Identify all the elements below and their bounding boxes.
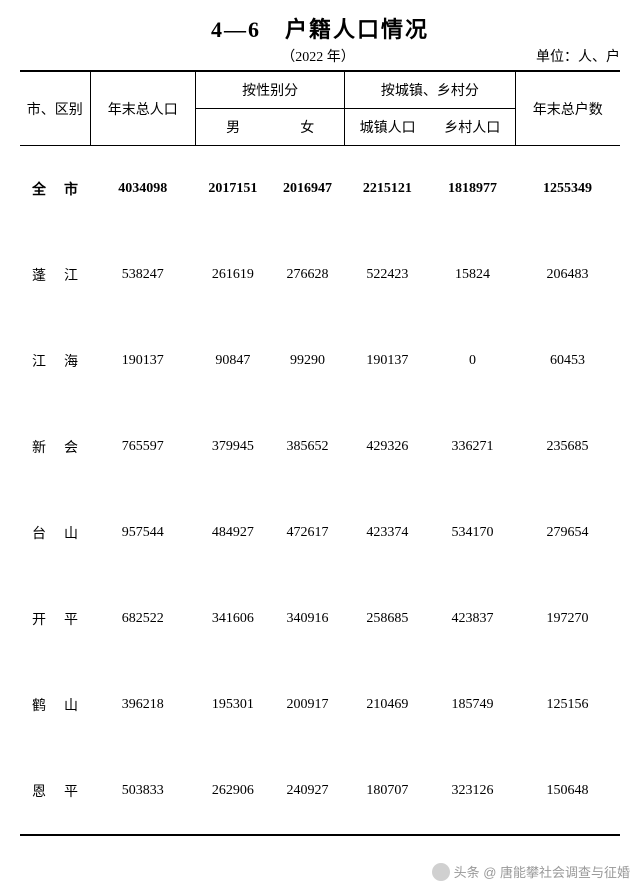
cell-region: 蓬 江 bbox=[20, 232, 90, 318]
cell-households: 60453 bbox=[515, 318, 620, 404]
cell-region: 江 海 bbox=[20, 318, 90, 404]
year-label: （2022 年） bbox=[100, 46, 536, 66]
cell-total: 957544 bbox=[90, 490, 196, 576]
cell-households: 197270 bbox=[515, 576, 620, 662]
cell-households: 1255349 bbox=[515, 146, 620, 233]
cell-male: 484927 bbox=[196, 490, 271, 576]
cell-rural: 15824 bbox=[430, 232, 515, 318]
cell-households: 150648 bbox=[515, 748, 620, 835]
cell-urban: 2215121 bbox=[345, 146, 430, 233]
cell-households: 125156 bbox=[515, 662, 620, 748]
cell-urban: 423374 bbox=[345, 490, 430, 576]
cell-households: 235685 bbox=[515, 404, 620, 490]
cell-female: 240927 bbox=[270, 748, 345, 835]
cell-urban: 180707 bbox=[345, 748, 430, 835]
cell-male: 262906 bbox=[196, 748, 271, 835]
cell-rural: 336271 bbox=[430, 404, 515, 490]
table-row: 恩 平503833262906240927180707323126150648 bbox=[20, 748, 620, 835]
watermark: 头条 @ 唐能攀社会调查与征婚 bbox=[432, 862, 630, 881]
cell-total: 538247 bbox=[90, 232, 196, 318]
cell-urban: 210469 bbox=[345, 662, 430, 748]
header-by-gender: 按性别分 bbox=[196, 71, 345, 109]
cell-total: 682522 bbox=[90, 576, 196, 662]
header-female: 女 bbox=[270, 109, 345, 146]
table-row: 蓬 江53824726161927662852242315824206483 bbox=[20, 232, 620, 318]
cell-female: 2016947 bbox=[270, 146, 345, 233]
header-total-pop: 年末总人口 bbox=[90, 71, 196, 146]
population-table: 市、区别 年末总人口 按性别分 按城镇、乡村分 年末总户数 男 女 城镇人口 乡… bbox=[20, 70, 620, 836]
cell-region: 鹤 山 bbox=[20, 662, 90, 748]
cell-male: 195301 bbox=[196, 662, 271, 748]
cell-region: 开 平 bbox=[20, 576, 90, 662]
cell-households: 206483 bbox=[515, 232, 620, 318]
header-households: 年末总户数 bbox=[515, 71, 620, 146]
cell-rural: 0 bbox=[430, 318, 515, 404]
table-row: 江 海1901379084799290190137060453 bbox=[20, 318, 620, 404]
cell-total: 396218 bbox=[90, 662, 196, 748]
cell-male: 261619 bbox=[196, 232, 271, 318]
table-body: 全 市4034098201715120169472215121181897712… bbox=[20, 146, 620, 836]
cell-female: 385652 bbox=[270, 404, 345, 490]
header-by-area: 按城镇、乡村分 bbox=[345, 71, 515, 109]
cell-male: 2017151 bbox=[196, 146, 271, 233]
cell-rural: 423837 bbox=[430, 576, 515, 662]
cell-total: 190137 bbox=[90, 318, 196, 404]
cell-total: 765597 bbox=[90, 404, 196, 490]
cell-female: 276628 bbox=[270, 232, 345, 318]
table-row: 鹤 山396218195301200917210469185749125156 bbox=[20, 662, 620, 748]
subtitle-row: （2022 年） 单位：人、户 bbox=[0, 44, 640, 70]
table-row: 开 平682522341606340916258685423837197270 bbox=[20, 576, 620, 662]
cell-urban: 522423 bbox=[345, 232, 430, 318]
cell-region: 新 会 bbox=[20, 404, 90, 490]
table-header: 市、区别 年末总人口 按性别分 按城镇、乡村分 年末总户数 男 女 城镇人口 乡… bbox=[20, 71, 620, 146]
cell-urban: 429326 bbox=[345, 404, 430, 490]
cell-total: 4034098 bbox=[90, 146, 196, 233]
cell-male: 341606 bbox=[196, 576, 271, 662]
header-urban: 城镇人口 bbox=[345, 109, 430, 146]
table-row: 全 市4034098201715120169472215121181897712… bbox=[20, 146, 620, 233]
table-row: 台 山957544484927472617423374534170279654 bbox=[20, 490, 620, 576]
cell-female: 200917 bbox=[270, 662, 345, 748]
cell-urban: 258685 bbox=[345, 576, 430, 662]
cell-rural: 323126 bbox=[430, 748, 515, 835]
unit-label: 单位：人、户 bbox=[536, 46, 620, 66]
cell-region: 恩 平 bbox=[20, 748, 90, 835]
cell-male: 90847 bbox=[196, 318, 271, 404]
cell-households: 279654 bbox=[515, 490, 620, 576]
header-region: 市、区别 bbox=[20, 71, 90, 146]
cell-male: 379945 bbox=[196, 404, 271, 490]
cell-rural: 534170 bbox=[430, 490, 515, 576]
header-rural: 乡村人口 bbox=[430, 109, 515, 146]
cell-urban: 190137 bbox=[345, 318, 430, 404]
cell-rural: 1818977 bbox=[430, 146, 515, 233]
watermark-icon bbox=[432, 863, 450, 881]
cell-female: 472617 bbox=[270, 490, 345, 576]
cell-region: 全 市 bbox=[20, 146, 90, 233]
cell-female: 99290 bbox=[270, 318, 345, 404]
cell-rural: 185749 bbox=[430, 662, 515, 748]
header-male: 男 bbox=[196, 109, 271, 146]
table-row: 新 会765597379945385652429326336271235685 bbox=[20, 404, 620, 490]
cell-female: 340916 bbox=[270, 576, 345, 662]
watermark-text: 头条 @ 唐能攀社会调查与征婚 bbox=[454, 862, 630, 881]
cell-total: 503833 bbox=[90, 748, 196, 835]
cell-region: 台 山 bbox=[20, 490, 90, 576]
page-title: 4—6 户籍人口情况 bbox=[0, 0, 640, 44]
